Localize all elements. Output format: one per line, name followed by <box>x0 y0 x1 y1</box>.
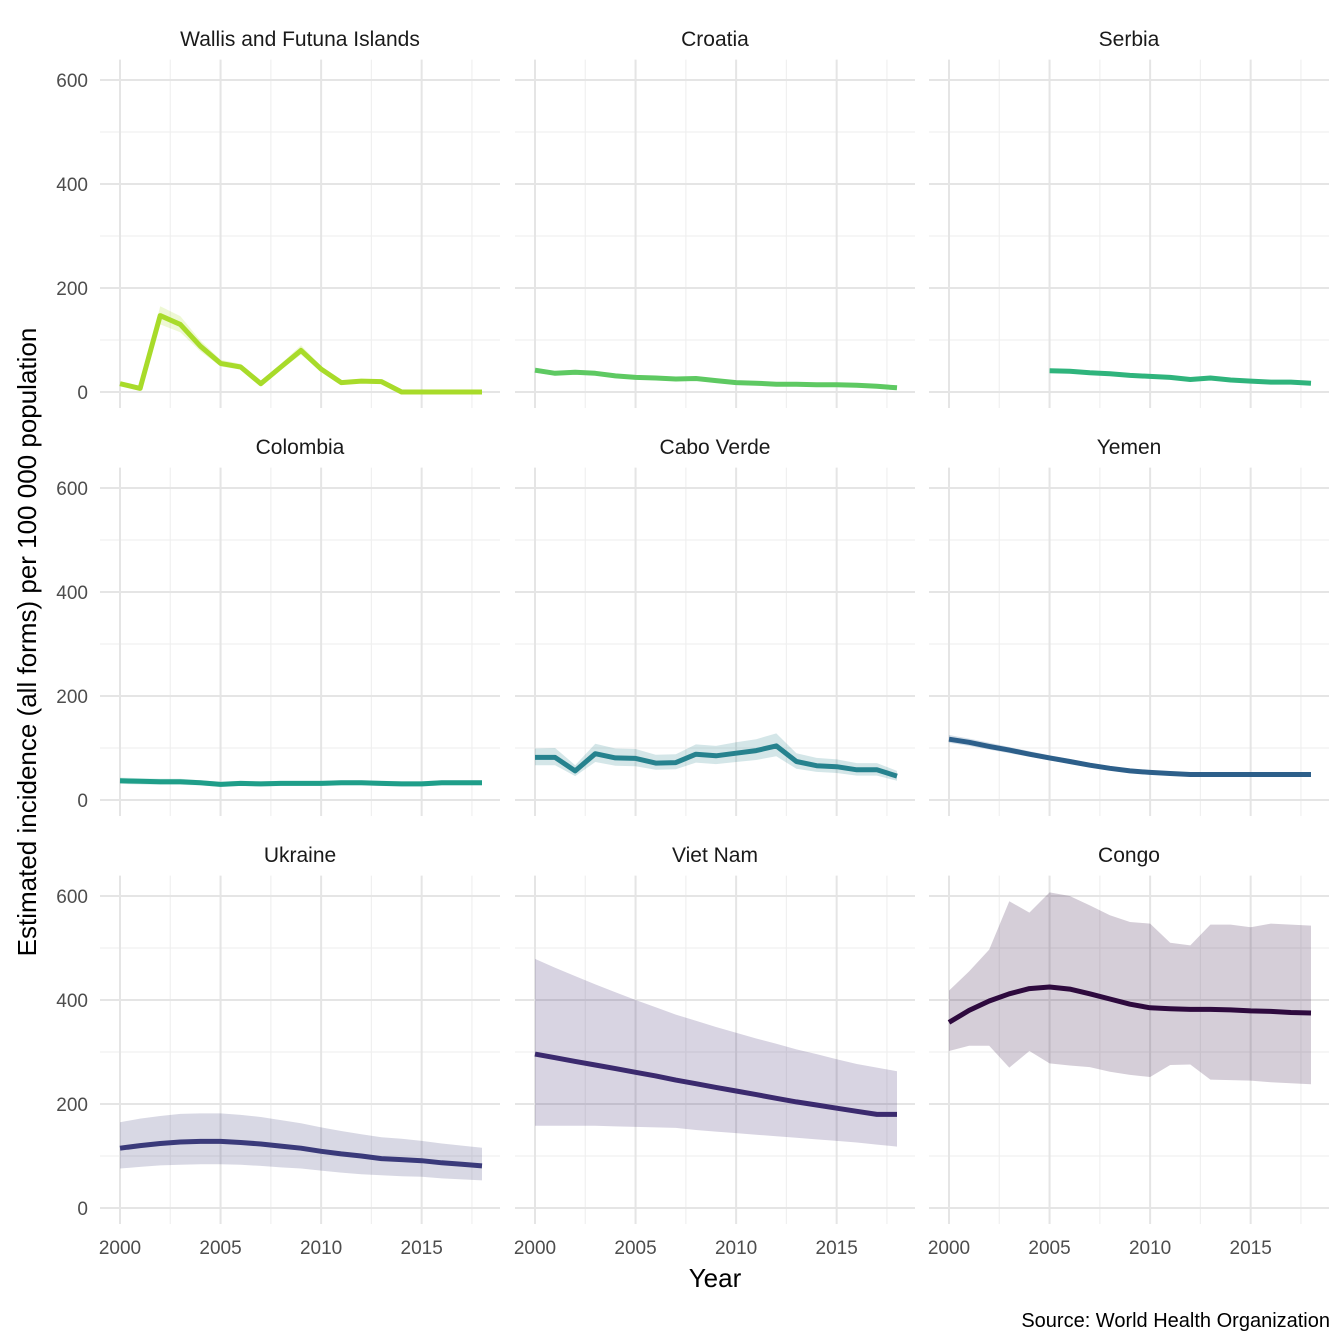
x-axis-title: Year <box>689 1263 742 1293</box>
x-tick-label: 2000 <box>99 1238 141 1259</box>
incidence-line <box>119 313 482 395</box>
incidence-line <box>534 1051 897 1117</box>
facet-panel: Colombia <box>100 436 500 816</box>
y-axis-labels: 0 200 400 600 0 200 400 600 0 200 400 600 <box>56 71 88 1220</box>
panel-title: Serbia <box>1099 28 1160 51</box>
facet-panel: Yemen <box>929 436 1329 816</box>
y-tick-label: 200 <box>56 1095 88 1116</box>
x-tick-label: 2005 <box>614 1238 656 1259</box>
facet-panel: Viet Nam <box>515 844 915 1224</box>
facet-panel: Croatia <box>515 28 915 408</box>
confidence-ribbon <box>949 892 1311 1085</box>
facet-panel: Wallis and Futuna Islands <box>100 28 500 408</box>
x-tick-label: 2015 <box>1230 1238 1272 1259</box>
panel-title: Wallis and Futuna Islands <box>180 28 420 51</box>
x-tick-label: 2015 <box>401 1238 443 1259</box>
facet-panel: Congo <box>929 844 1329 1224</box>
panel-title: Colombia <box>256 436 345 459</box>
x-tick-label: 2010 <box>715 1238 757 1259</box>
incidence-line <box>535 743 898 779</box>
y-tick-label: 400 <box>56 991 88 1012</box>
panel-title: Ukraine <box>264 844 336 867</box>
x-axis-labels: 2000 2005 2010 2015 2000 2005 2010 2015 2000 2005… <box>99 1238 1272 1259</box>
panel-title: Croatia <box>681 28 749 51</box>
facet-panel: Ukraine <box>100 844 500 1224</box>
x-tick-label: 2010 <box>1129 1238 1171 1259</box>
y-tick-label: 400 <box>56 583 88 604</box>
y-tick-label: 600 <box>56 479 88 500</box>
panel-title: Congo <box>1098 844 1160 867</box>
panel-title: Yemen <box>1097 436 1162 459</box>
x-tick-label: 2005 <box>199 1238 241 1259</box>
y-tick-label: 0 <box>77 383 88 404</box>
y-tick-label: 200 <box>56 687 88 708</box>
incidence-line <box>948 736 1311 777</box>
facet-panel: Cabo Verde <box>515 436 915 816</box>
y-tick-label: 200 <box>56 279 88 300</box>
y-tick-label: 0 <box>77 1199 88 1220</box>
x-tick-label: 2000 <box>514 1238 556 1259</box>
y-axis-title: Estimated incidence (all forms) per 100 … <box>12 328 42 957</box>
confidence-ribbon <box>535 958 897 1147</box>
incidence-line <box>534 367 898 391</box>
source-caption: Source: World Health Organization <box>1021 1310 1330 1332</box>
x-tick-label: 2000 <box>928 1238 970 1259</box>
incidence-line <box>1049 368 1312 386</box>
panel-title: Viet Nam <box>672 844 758 867</box>
facet-panels: Wallis and Futuna Islands Croatia Serbia Co… <box>100 28 1329 1224</box>
x-tick-label: 2015 <box>816 1238 858 1259</box>
y-tick-label: 400 <box>56 175 88 196</box>
incidence-line <box>119 1138 483 1169</box>
facet-panel: Serbia <box>929 28 1329 408</box>
x-tick-label: 2010 <box>300 1238 342 1259</box>
x-tick-label: 2005 <box>1028 1238 1070 1259</box>
y-tick-label: 0 <box>77 791 88 812</box>
panel-title: Cabo Verde <box>660 436 771 459</box>
y-tick-label: 600 <box>56 887 88 908</box>
incidence-line <box>947 984 1312 1025</box>
incidence-line <box>119 778 482 787</box>
y-tick-label: 600 <box>56 71 88 92</box>
